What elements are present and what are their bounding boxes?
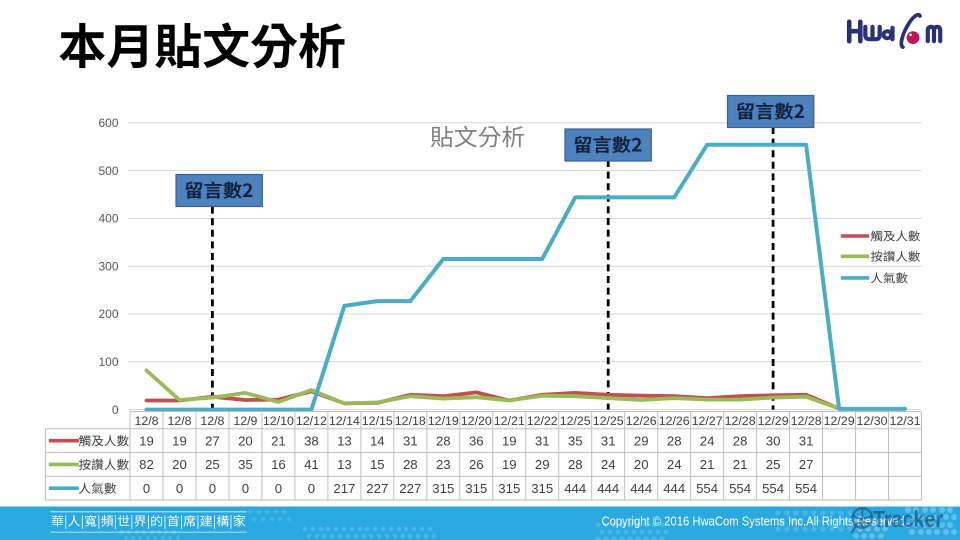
- svg-text:0: 0: [143, 481, 150, 496]
- svg-text:227: 227: [366, 481, 388, 496]
- svg-text:12/28: 12/28: [725, 414, 756, 428]
- svg-text:12/29: 12/29: [758, 414, 789, 428]
- svg-text:12/26: 12/26: [626, 414, 657, 428]
- svg-text:30: 30: [766, 433, 781, 448]
- svg-text:82: 82: [139, 457, 154, 472]
- svg-text:12/8: 12/8: [200, 414, 224, 428]
- svg-text:12/10: 12/10: [263, 414, 294, 428]
- svg-text:444: 444: [564, 481, 586, 496]
- svg-text:20: 20: [634, 457, 649, 472]
- svg-text:12/20: 12/20: [461, 414, 492, 428]
- svg-text:12/8: 12/8: [167, 414, 191, 428]
- svg-text:26: 26: [469, 457, 484, 472]
- svg-text:27: 27: [799, 457, 814, 472]
- svg-text:28: 28: [436, 433, 451, 448]
- svg-text:Copyright © 2016 HwaCom System: Copyright © 2016 HwaCom Systems Inc.All …: [602, 514, 909, 528]
- svg-text:12/21: 12/21: [494, 414, 525, 428]
- svg-text:444: 444: [630, 481, 652, 496]
- svg-text:227: 227: [399, 481, 421, 496]
- svg-text:400: 400: [98, 212, 118, 226]
- svg-text:38: 38: [304, 433, 319, 448]
- svg-text:0: 0: [209, 481, 216, 496]
- svg-text:23: 23: [436, 457, 451, 472]
- svg-text:21: 21: [271, 433, 286, 448]
- svg-text:29: 29: [634, 433, 649, 448]
- svg-text:15: 15: [370, 457, 385, 472]
- svg-text:24: 24: [700, 433, 715, 448]
- svg-text:0: 0: [242, 481, 249, 496]
- svg-text:0: 0: [308, 481, 315, 496]
- svg-text:21: 21: [700, 457, 715, 472]
- svg-text:14: 14: [370, 433, 385, 448]
- svg-text:100: 100: [98, 355, 118, 369]
- svg-text:0: 0: [112, 403, 119, 417]
- svg-text:300: 300: [98, 259, 118, 273]
- svg-text:12/31: 12/31: [889, 414, 920, 428]
- svg-text:12/18: 12/18: [395, 414, 426, 428]
- svg-text:554: 554: [762, 481, 784, 496]
- svg-text:20: 20: [238, 433, 253, 448]
- svg-text:24: 24: [601, 457, 616, 472]
- svg-text:554: 554: [795, 481, 817, 496]
- svg-text:31: 31: [601, 433, 616, 448]
- svg-text:Tracker: Tracker: [873, 506, 943, 532]
- svg-text:13: 13: [337, 433, 352, 448]
- svg-text:0: 0: [176, 481, 183, 496]
- svg-text:600: 600: [98, 116, 118, 130]
- svg-text:315: 315: [498, 481, 520, 496]
- svg-text:25: 25: [205, 457, 220, 472]
- svg-text:28: 28: [667, 433, 682, 448]
- svg-text:41: 41: [304, 457, 319, 472]
- svg-text:315: 315: [465, 481, 487, 496]
- svg-text:12/22: 12/22: [527, 414, 558, 428]
- svg-text:12/12: 12/12: [296, 414, 327, 428]
- svg-text:24: 24: [667, 457, 682, 472]
- svg-text:35: 35: [568, 433, 583, 448]
- svg-text:19: 19: [172, 433, 187, 448]
- svg-text:12/27: 12/27: [692, 414, 723, 428]
- svg-text:12/29: 12/29: [824, 414, 855, 428]
- svg-text:20: 20: [172, 457, 187, 472]
- svg-text:554: 554: [696, 481, 718, 496]
- svg-text:31: 31: [799, 433, 814, 448]
- svg-text:0: 0: [275, 481, 282, 496]
- svg-text:12/15: 12/15: [362, 414, 393, 428]
- svg-text:12/25: 12/25: [560, 414, 591, 428]
- svg-text:25: 25: [766, 457, 781, 472]
- svg-text:28: 28: [733, 433, 748, 448]
- svg-text:28: 28: [568, 457, 583, 472]
- svg-text:27: 27: [205, 433, 220, 448]
- svg-text:315: 315: [531, 481, 553, 496]
- svg-text:31: 31: [403, 433, 418, 448]
- svg-text:12/26: 12/26: [659, 414, 690, 428]
- svg-text:12/19: 12/19: [428, 414, 459, 428]
- svg-text:31: 31: [535, 433, 550, 448]
- svg-text:13: 13: [337, 457, 352, 472]
- svg-text:19: 19: [502, 433, 517, 448]
- svg-text:19: 19: [502, 457, 517, 472]
- svg-text:35: 35: [238, 457, 253, 472]
- svg-text:444: 444: [597, 481, 619, 496]
- svg-text:200: 200: [98, 307, 118, 321]
- svg-text:12/14: 12/14: [329, 414, 360, 428]
- svg-text:28: 28: [403, 457, 418, 472]
- svg-text:12/9: 12/9: [233, 414, 257, 428]
- svg-text:315: 315: [432, 481, 454, 496]
- svg-text:217: 217: [333, 481, 355, 496]
- svg-text:29: 29: [535, 457, 550, 472]
- svg-text:12/8: 12/8: [134, 414, 158, 428]
- svg-text:500: 500: [98, 164, 118, 178]
- svg-text:12/25: 12/25: [593, 414, 624, 428]
- svg-text:16: 16: [271, 457, 286, 472]
- svg-text:554: 554: [729, 481, 751, 496]
- svg-text:12/28: 12/28: [791, 414, 822, 428]
- svg-text:36: 36: [469, 433, 484, 448]
- svg-text:19: 19: [139, 433, 154, 448]
- svg-text:12/30: 12/30: [856, 414, 887, 428]
- svg-text:21: 21: [733, 457, 748, 472]
- svg-text:444: 444: [663, 481, 685, 496]
